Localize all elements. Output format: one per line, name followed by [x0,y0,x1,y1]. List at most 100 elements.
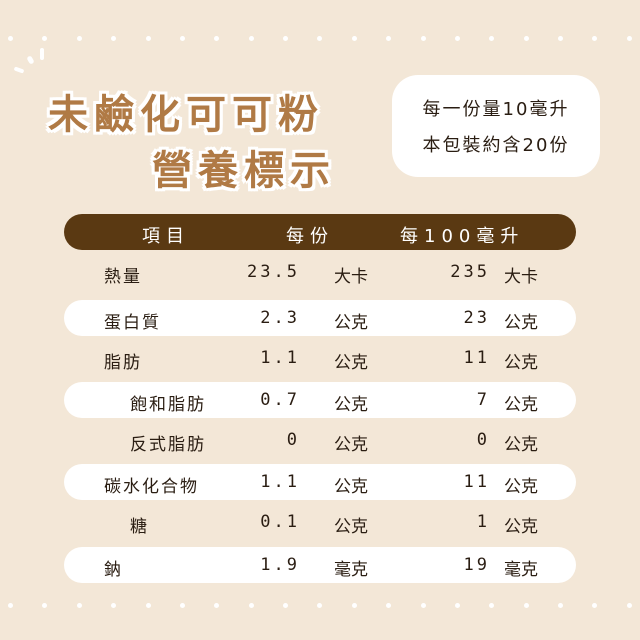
per-100-unit: 公克 [504,395,538,415]
per-serving-unit: 公克 [334,353,368,373]
table-row: 脂肪 1.1 公克 11 公克 [64,340,576,376]
per-100-value: 7 [476,390,490,410]
sparkle-decoration [13,66,25,74]
dot [283,603,288,608]
row-label: 碳水化合物 [104,477,199,497]
row-label: 脂肪 [104,353,142,373]
header-per-serving: 每份 [286,226,334,247]
table-row: 碳水化合物 1.1 公克 11 公克 [64,464,576,500]
dot [248,603,254,608]
title-line2: 營養標示 [152,148,336,194]
dot [76,603,82,608]
dot [420,36,426,41]
row-label: 鈉 [104,560,123,580]
dot [420,603,426,608]
dot [558,36,563,41]
header-item: 項目 [142,226,190,247]
header-per-100: 每100毫升 [400,226,525,247]
per-serving-unit: 公克 [334,395,368,415]
dot [386,603,392,608]
dot-border-bottom [0,603,640,609]
per-100-value: 11 [463,472,490,492]
row-label: 糖 [130,517,149,537]
sparkle-decoration [26,55,35,65]
per-100-unit: 公克 [504,435,538,455]
row-label: 蛋白質 [104,313,161,333]
per-serving-unit: 大卡 [334,267,368,287]
sparkle-decoration [40,48,44,60]
servings-per-pack: 本包裝約含20份 [422,135,570,156]
per-serving-value: 1.1 [260,348,300,368]
table-row: 反式脂肪 0 公克 0 公克 [64,422,576,458]
per-serving-unit: 毫克 [334,560,368,580]
dot [523,603,529,608]
dot [8,36,13,41]
table-row: 蛋白質 2.3 公克 23 公克 [64,300,576,336]
dot [386,36,392,41]
per-serving-value: 2.3 [260,308,300,328]
per-serving-unit: 公克 [334,517,368,537]
dot [179,603,185,608]
dot [523,36,529,41]
dot [42,36,48,41]
per-serving-value: 0.7 [260,390,300,410]
per-100-unit: 毫克 [504,560,538,580]
dot [592,603,598,608]
row-label: 飽和脂肪 [130,395,206,415]
per-serving-value: 23.5 [247,262,300,282]
per-serving-unit: 公克 [334,477,368,497]
per-serving-unit: 公克 [334,313,368,333]
dot [626,603,632,608]
per-100-value: 19 [463,555,490,575]
per-100-unit: 公克 [504,313,538,333]
table-row: 糖 0.1 公克 1 公克 [64,504,576,540]
per-100-value: 235 [450,262,490,282]
dot [454,36,460,41]
dot [626,36,632,41]
per-100-unit: 公克 [504,477,538,497]
dot [351,603,357,608]
dot [76,36,82,41]
row-label: 熱量 [104,267,142,287]
dot [248,36,254,41]
table-row: 熱量 23.5 大卡 235 大卡 [64,254,576,290]
dot [8,603,13,608]
per-100-value: 23 [463,308,490,328]
dot [317,36,323,41]
serving-size: 每一份量10毫升 [422,99,570,120]
dot [283,36,288,41]
dot [111,36,117,41]
per-serving-value: 1.1 [260,472,300,492]
dot [145,36,151,41]
table-row: 飽和脂肪 0.7 公克 7 公克 [64,382,576,418]
dot [111,603,117,608]
dot [42,603,48,608]
serving-info-box: 每一份量10毫升 本包裝約含20份 [392,75,600,177]
title-line1: 未鹼化可可粉 [48,92,324,138]
per-100-value: 1 [476,512,490,532]
per-serving-value: 0.1 [260,512,300,532]
per-100-value: 0 [476,430,490,450]
dot [179,36,185,41]
table-row: 鈉 1.9 毫克 19 毫克 [64,547,576,583]
dot [317,603,323,608]
row-label: 反式脂肪 [130,435,206,455]
per-100-unit: 公克 [504,517,538,537]
dot [351,36,357,41]
dot [214,603,220,608]
dot [214,36,220,41]
dot [454,603,460,608]
per-100-unit: 大卡 [504,267,538,287]
dot-border-top [0,36,640,42]
per-100-value: 11 [463,348,490,368]
dot [592,36,598,41]
per-serving-unit: 公克 [334,435,368,455]
dot [145,603,151,608]
dot [489,36,495,41]
per-100-unit: 公克 [504,353,538,373]
per-serving-value: 1.9 [260,555,300,575]
dot [489,603,495,608]
per-serving-value: 0 [286,430,300,450]
table-header: 項目 每份 每100毫升 [64,214,576,250]
